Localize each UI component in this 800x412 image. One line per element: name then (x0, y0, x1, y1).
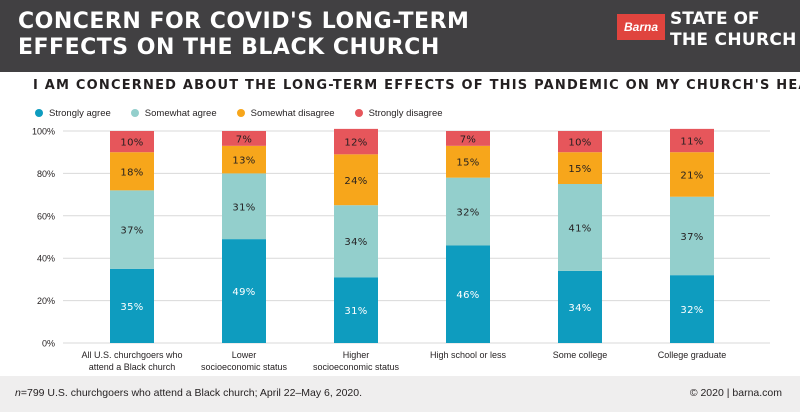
y-tick-label: 20% (37, 296, 55, 306)
data-label: 37% (680, 232, 703, 243)
bar-segment (222, 131, 266, 146)
barna-logo: Barna (617, 14, 665, 40)
data-label: 15% (456, 158, 479, 169)
bar-segment (558, 184, 602, 271)
bar-segment (222, 173, 266, 240)
data-label: 41% (568, 223, 591, 234)
legend-item: Somewhat disagree (236, 107, 335, 119)
bar-segment (446, 131, 490, 146)
title-line-1: CONCERN FOR COVID'S LONG-TERM (18, 9, 470, 34)
data-label: 49% (232, 287, 255, 298)
title-line-2: EFFECTS ON THE BLACK CHURCH (18, 35, 440, 60)
data-label: 24% (344, 176, 367, 187)
data-label: 7% (236, 134, 252, 145)
data-label: 35% (120, 302, 143, 313)
page-title: CONCERN FOR COVID'S LONG-TERM EFFECTS ON… (18, 9, 469, 61)
data-label: 37% (120, 226, 143, 237)
bar-segment (670, 275, 714, 343)
bar-segment (446, 177, 490, 246)
bar-segment (558, 152, 602, 184)
legend-label: Strongly disagree (368, 107, 443, 119)
legend-label: Somewhat disagree (250, 107, 335, 119)
x-category-label: Some college (553, 350, 608, 360)
legend-label: Somewhat agree (144, 107, 217, 119)
state-of-the-church-brand: STATE OF THE CHURCH (670, 9, 797, 51)
stacked-bar-chart: 0% 20% 40% 60% 80% 100% 35% 37% 18% 10% All U.S. c… (32, 127, 770, 372)
y-tick-label: 60% (37, 211, 55, 221)
x-category-label: socioeconomic status (313, 362, 400, 372)
data-label: 46% (456, 290, 479, 301)
x-category-label: attend a Black church (89, 362, 176, 372)
bar-segment (334, 277, 378, 343)
chart-legend: Strongly agree Somewhat agree Somewhat dis… (35, 106, 463, 120)
legend-swatch (35, 109, 43, 117)
data-label: 31% (232, 202, 255, 213)
data-label: 12% (344, 138, 367, 149)
x-category-label: Higher (343, 350, 370, 360)
bar-segment (446, 245, 490, 343)
bar-segment (110, 152, 154, 191)
data-label: 18% (120, 167, 143, 178)
x-category-label: socioeconomic status (201, 362, 288, 372)
data-label: 11% (680, 137, 703, 148)
bar-segment (670, 128, 714, 153)
legend-label: Strongly agree (49, 107, 111, 119)
y-tick-label: 40% (37, 254, 55, 264)
footer-bar: n=799 U.S. churchgoers who attend a Blac… (0, 376, 800, 412)
bar-segment (110, 190, 154, 269)
bar-segment (334, 205, 378, 278)
x-category-label: High school or less (430, 350, 507, 360)
legend-swatch (236, 109, 245, 117)
bar-segment (110, 268, 154, 343)
footnote-n: n (15, 387, 21, 399)
x-category-label: Lower (232, 350, 257, 360)
copyright-text: © 2020 | barna.com (689, 387, 782, 399)
y-tick-label: 80% (37, 169, 55, 179)
y-tick-label: 0% (42, 339, 55, 349)
chart-title: I AM CONCERNED ABOUT THE LONG-TERM EFFEC… (33, 78, 800, 93)
bar-segment (446, 145, 490, 178)
brand-line-1: STATE OF (670, 9, 760, 29)
x-category-label: All U.S. churchgoers who (81, 350, 182, 360)
bar-segment (558, 131, 602, 153)
x-category-label: College graduate (658, 350, 727, 360)
data-label: 10% (120, 138, 143, 149)
data-label: 21% (680, 170, 703, 181)
data-label: 31% (344, 306, 367, 317)
bar-segment (110, 131, 154, 153)
data-label: 15% (568, 164, 591, 175)
data-label: 10% (568, 138, 591, 149)
legend-item: Strongly disagree (354, 107, 443, 119)
brand-line-2: THE CHURCH (670, 30, 797, 50)
data-label: 34% (568, 303, 591, 314)
header-banner: CONCERN FOR COVID'S LONG-TERM EFFECTS ON… (0, 0, 800, 72)
bar-segment (558, 270, 602, 343)
sample-footnote: n=799 U.S. churchgoers who attend a Blac… (15, 387, 362, 399)
bar-segment (334, 128, 378, 155)
legend-item: Strongly agree (35, 108, 111, 119)
legend-swatch (354, 109, 363, 117)
bar-segment (670, 196, 714, 276)
barna-logo-text: Barna (623, 20, 658, 34)
bar-segment (222, 239, 266, 343)
bar-segment (670, 152, 714, 197)
y-tick-label: 100% (32, 127, 55, 137)
bar-segment (222, 145, 266, 174)
footnote-text: =799 U.S. churchgoers who attend a Black… (20, 387, 363, 399)
data-label: 13% (232, 156, 255, 167)
bar-segment (334, 154, 378, 206)
data-label: 32% (680, 305, 703, 316)
legend-item: Somewhat agree (130, 107, 217, 119)
data-label: 32% (456, 208, 479, 219)
data-label: 34% (344, 237, 367, 248)
data-label: 7% (460, 134, 476, 145)
legend-swatch (130, 109, 139, 117)
